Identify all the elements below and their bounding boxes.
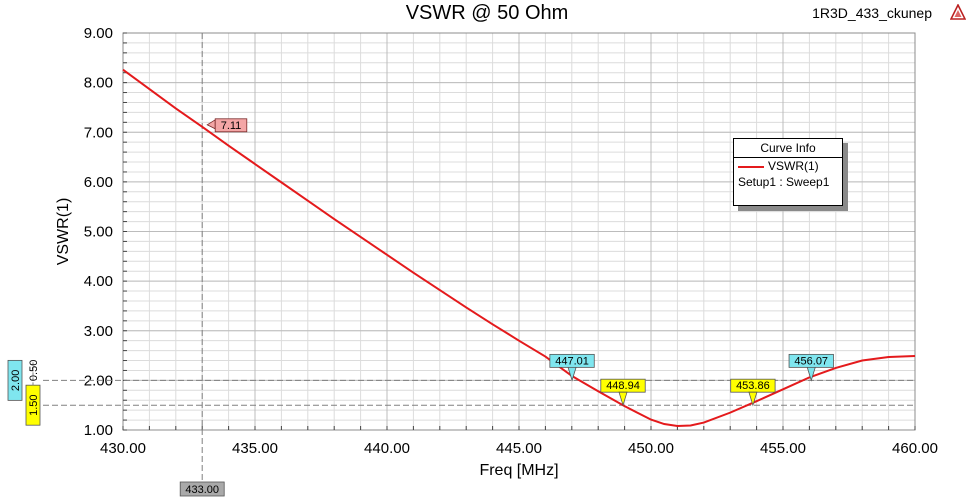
marker-label-box [214, 118, 248, 133]
y-tick-label: 7.00 [84, 124, 113, 141]
marker-label: 453.86 [736, 380, 770, 392]
x-tick-label: 455.00 [760, 440, 806, 457]
vswr-series-line [122, 68, 916, 428]
marker-pointer [748, 391, 758, 407]
marker-pointer [806, 366, 816, 382]
ref-y-label-box [7, 359, 23, 401]
delta-label: 0.50 [28, 360, 40, 381]
ref-y-label: 2.00 [10, 370, 22, 391]
y-tick-label: 8.00 [84, 75, 113, 92]
legend-series-name: VSWR(1) [768, 159, 819, 173]
x-tick-label: 430.00 [100, 440, 146, 457]
marker-label: 448.94 [606, 380, 640, 392]
marker-label: 447.01 [555, 355, 589, 367]
x-tick-label: 435.00 [232, 440, 278, 457]
x-axis-title: Freq [MHz] [479, 462, 558, 479]
marker-label: 456.07 [794, 355, 828, 367]
ansys-logo-icon [950, 4, 966, 20]
legend-entry: VSWR(1) [734, 158, 842, 174]
ref-x-label: 433.00 [185, 484, 219, 496]
y-tick-label: 5.00 [84, 224, 113, 241]
marker-pointer [618, 391, 628, 407]
y-tick-label: 6.00 [84, 174, 113, 191]
legend-swatch [738, 166, 764, 168]
ref-y-label: 1.50 [28, 394, 40, 415]
x-tick-label: 440.00 [364, 440, 410, 457]
x-tick-label: 460.00 [892, 440, 938, 457]
x-tick-label: 450.00 [628, 440, 674, 457]
y-axis-title: VSWR(1) [55, 198, 72, 266]
ref-x-label-box [179, 481, 225, 497]
marker-label: 7.11 [221, 120, 242, 132]
marker-pointer [567, 366, 577, 382]
y-tick-label: 1.00 [84, 422, 113, 439]
project-name: 1R3D_433_ckunep [812, 5, 932, 21]
legend-title: Curve Info [734, 139, 842, 158]
y-tick-label: 9.00 [84, 25, 113, 42]
x-tick-label: 445.00 [496, 440, 542, 457]
y-tick-label: 4.00 [84, 273, 113, 290]
y-tick-label: 3.00 [84, 323, 113, 340]
curve-info-legend[interactable]: Curve Info VSWR(1) Setup1 : Sweep1 [733, 138, 843, 206]
legend-setup: Setup1 : Sweep1 [738, 175, 830, 189]
